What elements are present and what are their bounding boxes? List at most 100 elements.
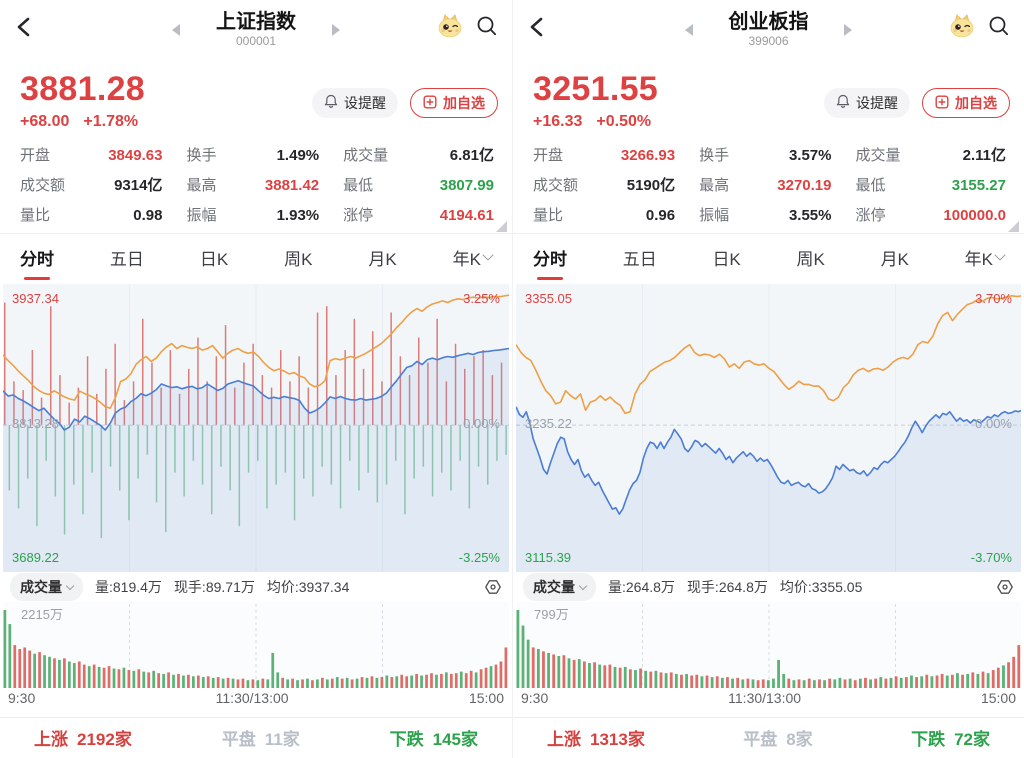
- period-tab-label: 周K: [284, 249, 313, 269]
- decliners: 下跌 145家: [390, 725, 478, 750]
- index-title: 创业板指: [728, 11, 809, 33]
- stat-label: 最高: [186, 177, 217, 194]
- set-alert-label: 设提醒: [856, 95, 898, 111]
- search-icon[interactable]: [988, 15, 1010, 42]
- add-watchlist-label: 加自选: [955, 95, 997, 111]
- stat-value: 3881.42: [264, 177, 320, 194]
- chart-low-label: 3115.39: [525, 550, 572, 565]
- stat-label: 最低: [855, 177, 886, 194]
- chart-settings-icon[interactable]: [996, 578, 1014, 596]
- search-icon[interactable]: [476, 15, 498, 42]
- stat-value: 9314亿: [114, 177, 163, 194]
- set-alert-button[interactable]: 设提醒: [824, 88, 910, 118]
- index-code: 399006: [748, 34, 789, 48]
- period-tab-3[interactable]: 周K: [797, 245, 825, 270]
- indicator-avg-price: 均价:3355.05: [779, 579, 863, 595]
- volume-max-label: 2215万: [21, 607, 63, 622]
- intraday-chart[interactable]: 3937.34 3.25% 3813.28 0.00% 3689.22 -3.2…: [3, 284, 509, 572]
- indicator-selector[interactable]: 成交量: [523, 573, 596, 601]
- market-breadth: 上涨 2192家 平盘 11家 下跌 145家: [0, 717, 512, 757]
- back-icon[interactable]: [527, 16, 549, 43]
- stat-label: 量比: [533, 207, 564, 224]
- index-price: 3881.28: [20, 70, 146, 108]
- stat-cell: 最高 3881.42: [186, 174, 319, 195]
- stat-cell: 最低 3807.99: [343, 174, 494, 195]
- period-tab-4[interactable]: 月K: [881, 245, 909, 270]
- chart-low-pct-label: -3.70%: [970, 550, 1012, 565]
- stat-value: 6.81亿: [449, 147, 494, 164]
- stat-label: 振幅: [186, 207, 217, 224]
- stat-label: 涨停: [855, 207, 886, 224]
- stat-cell: 最低 3155.27: [856, 174, 1006, 195]
- volume-chart[interactable]: 2215万: [3, 602, 509, 688]
- decliners-label: 下跌: [389, 730, 424, 749]
- stat-cell: 开盘 3849.63: [20, 144, 162, 165]
- stat-label: 成交量: [343, 147, 389, 164]
- period-tab-5[interactable]: 年K: [965, 245, 1006, 270]
- period-tab-4[interactable]: 月K: [368, 245, 396, 270]
- indicator-row: 成交量 量:264.8万 现手:264.8万 均价:3355.05: [513, 572, 1024, 602]
- period-tab-label: 月K: [880, 249, 909, 269]
- stat-cell: 成交量 2.11亿: [856, 144, 1006, 165]
- indicator-selector[interactable]: 成交量: [10, 573, 83, 601]
- period-tab-label: 月K: [368, 249, 397, 269]
- intraday-chart[interactable]: 3355.05 3.70% 3235.22 0.00% 3115.39 -3.7…: [516, 284, 1021, 572]
- prev-index-arrow-icon[interactable]: [172, 24, 180, 36]
- advancers: 上涨 2192家: [34, 725, 132, 750]
- period-tab-0[interactable]: 分时: [533, 245, 567, 270]
- change-percent: +1.78%: [83, 113, 139, 130]
- advancers-count: 1313家: [590, 730, 645, 749]
- decliners-count: 145家: [432, 730, 478, 749]
- stat-value: 1.93%: [276, 207, 320, 224]
- time-midday: 11:30/13:00: [728, 690, 802, 706]
- stat-label: 换手: [699, 147, 730, 164]
- stat-cell: 成交额 9314亿: [20, 174, 162, 195]
- indicator-name: 成交量: [20, 579, 62, 595]
- period-tab-2[interactable]: 日K: [200, 245, 228, 270]
- chart-settings-icon[interactable]: [484, 578, 502, 596]
- chevron-down-icon: [994, 249, 1006, 261]
- panel-header: 创业板指 399006: [513, 0, 1024, 60]
- stat-value: 2.11亿: [962, 147, 1006, 164]
- add-box-icon: [423, 95, 437, 112]
- next-index-arrow-icon[interactable]: [332, 24, 340, 36]
- decliners-count: 72家: [954, 730, 990, 749]
- mascot-icon[interactable]: [948, 12, 976, 43]
- stat-cell: 换手 3.57%: [699, 144, 831, 165]
- stat-label: 成交量: [855, 147, 901, 164]
- period-tab-5[interactable]: 年K: [453, 245, 494, 270]
- back-icon[interactable]: [14, 16, 36, 43]
- bell-icon: [324, 94, 338, 112]
- stat-value: 4194.61: [439, 207, 494, 224]
- set-alert-label: 设提醒: [344, 95, 386, 111]
- add-watchlist-button[interactable]: 加自选: [922, 88, 1010, 118]
- stat-cell: 涨停 100000.0: [856, 204, 1006, 225]
- prev-index-arrow-icon[interactable]: [685, 24, 693, 36]
- time-midday: 11:30/13:00: [215, 690, 289, 706]
- period-tab-label: 分时: [20, 249, 54, 269]
- period-tab-0[interactable]: 分时: [20, 245, 54, 270]
- stat-cell: 量比 0.98: [20, 204, 162, 225]
- add-watchlist-button[interactable]: 加自选: [410, 88, 498, 118]
- period-tab-1[interactable]: 五日: [110, 245, 144, 270]
- period-tab-1[interactable]: 五日: [623, 245, 657, 270]
- period-tab-3[interactable]: 周K: [284, 245, 312, 270]
- period-tab-2[interactable]: 日K: [712, 245, 740, 270]
- expand-corner-icon[interactable]: [496, 221, 507, 232]
- time-axis: 9:30 11:30/13:00 15:00: [513, 688, 1024, 710]
- period-tabs: 分时 五日 日K 周K 月K 年K: [0, 233, 512, 280]
- bell-icon: [836, 94, 850, 112]
- stat-cell: 涨停 4194.61: [343, 204, 494, 225]
- add-box-icon: [935, 95, 949, 112]
- indicator-name: 成交量: [533, 579, 575, 595]
- chevron-down-icon: [578, 581, 588, 590]
- volume-chart[interactable]: 799万: [516, 602, 1021, 688]
- index-change: +16.33 +0.50%: [533, 112, 1004, 132]
- time-open: 9:30: [8, 690, 36, 706]
- period-tab-label: 五日: [622, 249, 657, 269]
- expand-corner-icon[interactable]: [1008, 221, 1019, 232]
- stat-cell: 换手 1.49%: [186, 144, 319, 165]
- mascot-icon[interactable]: [436, 12, 464, 43]
- set-alert-button[interactable]: 设提醒: [312, 88, 398, 118]
- next-index-arrow-icon[interactable]: [844, 24, 852, 36]
